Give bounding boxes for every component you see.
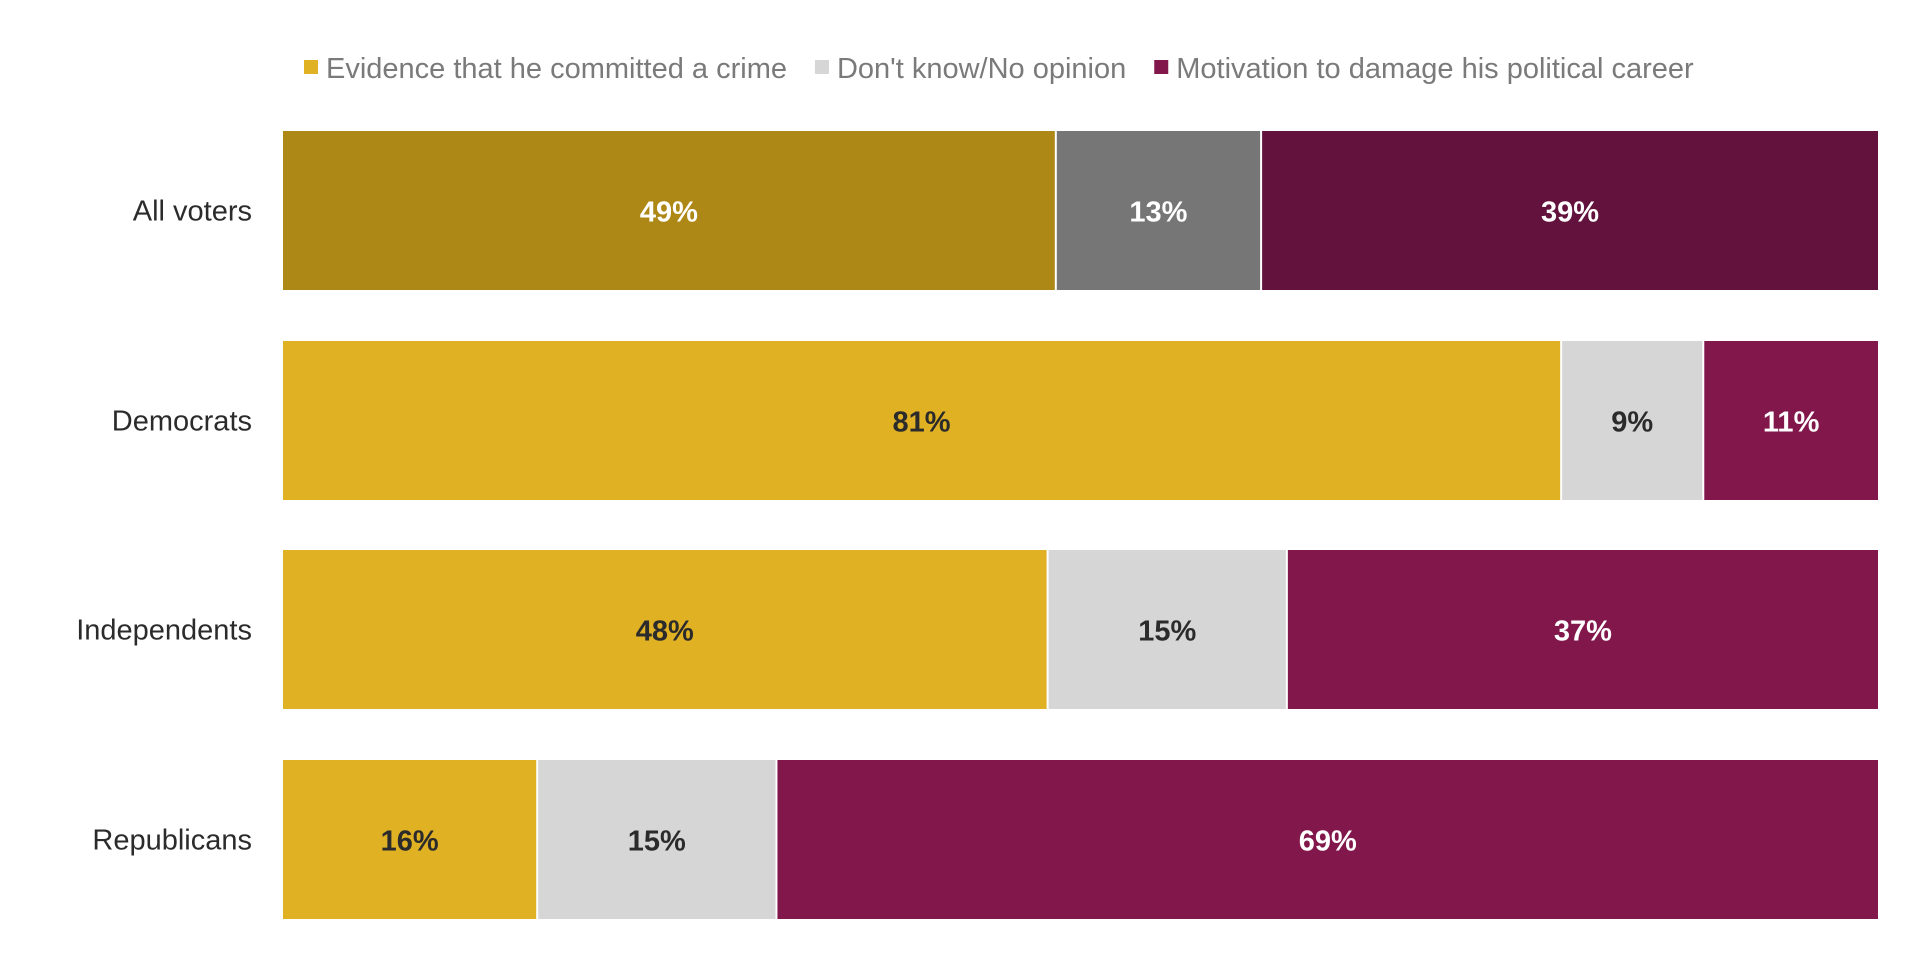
value-label-democrats-don-t-know-no-opinion: 9% <box>1611 407 1653 439</box>
legend-swatch-motivation-to-damage-his-political-career <box>1154 60 1169 74</box>
value-label-all-voters-don-t-know-no-opinion: 13% <box>1129 197 1187 229</box>
legend-swatch-evidence-that-he-committed-a-crime <box>304 60 318 74</box>
value-label-republicans-evidence-that-he-committed-a-crime: 16% <box>381 826 439 858</box>
value-label-independents-evidence-that-he-committed-a-crime: 48% <box>636 616 694 648</box>
category-label-democrats: Democrats <box>112 406 252 438</box>
chart-legend: Evidence that he committed a crime Don't … <box>304 53 1694 85</box>
bar-republicans-don-t-know-no-opinion <box>538 760 776 919</box>
legend-label-evidence-that-he-committed-a-crime: Evidence that he committed a crime <box>326 53 787 85</box>
value-label-independents-don-t-know-no-opinion: 15% <box>1138 616 1196 648</box>
value-labels: 49% 13% 39% 81% 9% 11% 48% 15% 37% 16% 15% 69% <box>381 197 1820 858</box>
bar-all-voters-evidence-that-he-committed-a-crime <box>283 131 1055 290</box>
bar-independents-motivation-to-damage-his-political-career <box>1287 550 1878 709</box>
bar-democrats-evidence-that-he-committed-a-crime <box>283 341 1561 500</box>
value-label-independents-motivation-to-damage-his-political-career: 37% <box>1554 616 1612 648</box>
legend-label-don-t-know-no-opinion: Don't know/No opinion <box>837 53 1126 85</box>
value-label-all-voters-motivation-to-damage-his-political-career: 39% <box>1541 197 1599 229</box>
bar-republicans-evidence-that-he-committed-a-crime <box>283 760 537 919</box>
bar-all-voters-motivation-to-damage-his-political-career <box>1262 131 1878 290</box>
category-labels: All voters Democrats Independents Republica… <box>76 196 252 857</box>
value-label-republicans-motivation-to-damage-his-political-career: 69% <box>1299 826 1357 858</box>
bar-independents-don-t-know-no-opinion <box>1048 550 1286 709</box>
bar-republicans-motivation-to-damage-his-political-career <box>777 760 1879 919</box>
value-label-republicans-don-t-know-no-opinion: 15% <box>628 826 686 858</box>
value-label-democrats-motivation-to-damage-his-political-career: 11% <box>1763 407 1820 439</box>
value-label-democrats-evidence-that-he-committed-a-crime: 81% <box>893 407 951 439</box>
bar-democrats-don-t-know-no-opinion <box>1562 341 1703 500</box>
category-label-all-voters: All voters <box>133 196 252 228</box>
legend-label-motivation-to-damage-his-political-career: Motivation to damage his political caree… <box>1176 53 1694 85</box>
category-label-independents: Independents <box>76 615 252 647</box>
bar-democrats-motivation-to-damage-his-political-career <box>1704 341 1878 500</box>
chart-bars <box>283 131 1879 919</box>
bar-all-voters-don-t-know-no-opinion <box>1056 131 1261 290</box>
legend-swatch-don-t-know-no-opinion <box>814 60 829 74</box>
category-label-republicans: Republicans <box>92 825 252 857</box>
value-label-all-voters-evidence-that-he-committed-a-crime: 49% <box>640 197 698 229</box>
bar-independents-evidence-that-he-committed-a-crime <box>283 550 1047 709</box>
